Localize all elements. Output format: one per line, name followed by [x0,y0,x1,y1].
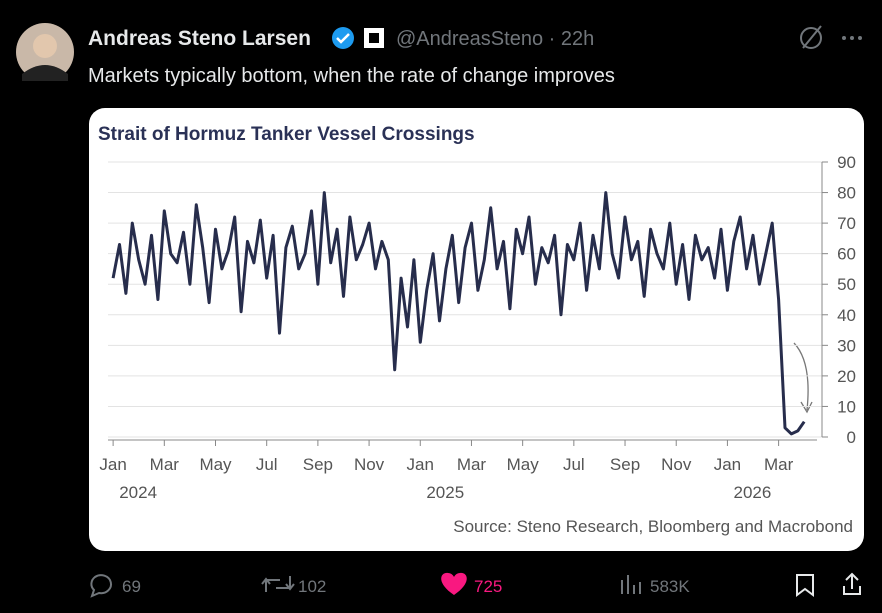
x-tick-label: Sep [610,455,640,474]
x-tick-label: Mar [457,455,487,474]
x-tick-label: Jan [407,455,434,474]
avatar-body [22,65,68,81]
annotation-arrow [793,342,809,411]
y-tick-label: 40 [837,306,856,325]
chart-title: Strait of Hormuz Tanker Vessel Crossings [98,124,475,145]
more-icon[interactable] [842,36,862,40]
y-tick-label: 70 [837,214,856,233]
reply-count[interactable]: 69 [122,577,141,596]
verified-badge [332,27,354,49]
y-tick-label: 60 [837,245,856,264]
x-tick-label: Nov [661,455,692,474]
bookmark-icon[interactable] [796,574,814,597]
plot: 0 10 20 30 40 50 60 70 80 90 Jan Mar May Jul Sep Nov Jan… [99,153,856,502]
tweet-text: Markets typically bottom, when the rate … [88,65,615,87]
retweet-icon[interactable] [261,576,295,592]
x-tick-label: Jul [563,455,585,474]
y-tick-label: 50 [837,275,856,294]
y-tick-label: 30 [837,336,856,355]
grok-slash [802,25,822,49]
retweet-count[interactable]: 102 [298,577,326,596]
x-tick-label: Mar [150,455,180,474]
x-tick-label: Jan [99,455,126,474]
verified-check [336,33,350,44]
x-tick-label: May [507,455,540,474]
view-count[interactable]: 583K [650,577,690,596]
y-tick-label: 20 [837,367,856,386]
reply-icon[interactable] [90,574,113,598]
data-line [111,191,806,436]
x-tick-label: Mar [764,455,794,474]
like-icon[interactable] [441,572,467,595]
author-name[interactable]: Andreas Steno Larsen [88,27,311,50]
x-tick-label: Sep [303,455,333,474]
share-icon[interactable] [843,572,861,595]
x-tick-label: Nov [354,455,385,474]
avatar-face [33,34,57,58]
handle[interactable]: @AndreasSteno · 22h [396,28,594,50]
x-tick-label: Jan [714,455,741,474]
views-icon[interactable] [621,575,641,594]
y-tick-label: 80 [837,184,856,203]
x-tick-label: May [199,455,232,474]
y-tick-label: 10 [837,397,856,416]
y-tick-label: 0 [847,428,856,447]
x-year-label: 2024 [119,483,157,502]
x-year-label: 2025 [426,483,464,502]
like-count[interactable]: 725 [474,577,502,596]
grok-icon[interactable] [800,27,822,49]
y-tick-label: 90 [837,153,856,172]
affiliate-mark [369,33,379,43]
x-year-label: 2026 [734,483,772,502]
x-tick-label: Jul [256,455,278,474]
chart-source: Source: Steno Research, Bloomberg and Ma… [453,517,853,536]
annotation-arrowhead [800,401,813,414]
